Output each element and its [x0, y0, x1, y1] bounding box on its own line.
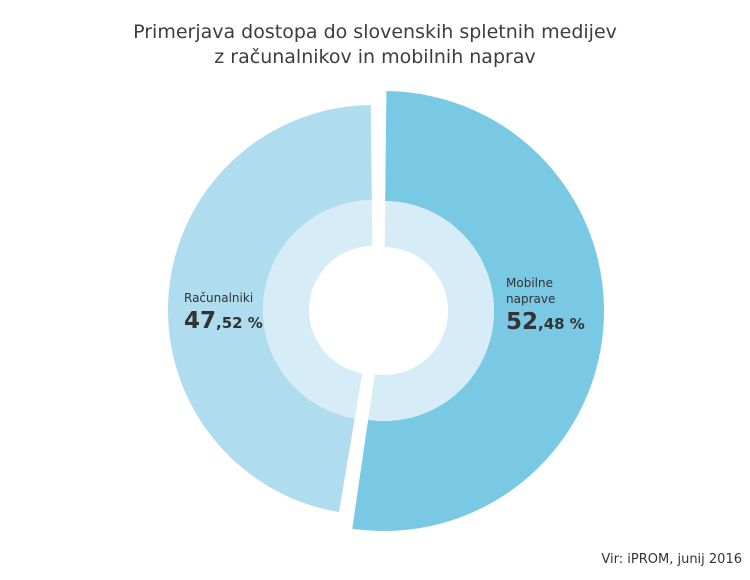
source-note: Vir: iPROM, junij 2016 — [601, 552, 742, 567]
label-racunalniki-value: 47,52 % — [184, 308, 263, 334]
label-mobilne-naprave: Mobilne naprave 52,48 % — [506, 275, 585, 335]
label-racunalniki: Računalniki 47,52 % — [184, 290, 263, 334]
label-mobilne-naprave-value-frac: ,48 % — [538, 315, 585, 333]
inner-ring-mobilne-naprave — [368, 201, 495, 421]
inner-ring-racunalniki — [263, 200, 373, 419]
label-mobilne-naprave-value-int: 52 — [506, 309, 539, 335]
label-racunalniki-value-int: 47 — [184, 308, 217, 334]
chart-title-line-1: Primerjava dostopa do slovenskih spletni… — [133, 21, 617, 43]
label-racunalniki-value-frac: ,52 % — [216, 314, 263, 332]
label-mobilne-naprave-value: 52,48 % — [506, 309, 585, 335]
slice-mobilne-naprave — [352, 91, 605, 532]
label-mobilne-naprave-name: Mobilne naprave — [506, 276, 556, 306]
label-racunalniki-name: Računalniki — [184, 291, 254, 305]
chart-title: Primerjava dostopa do slovenskih spletni… — [0, 20, 750, 70]
chart-title-line-2: z računalnikov in mobilnih naprav — [214, 46, 536, 68]
slice-racunalniki — [168, 105, 372, 513]
